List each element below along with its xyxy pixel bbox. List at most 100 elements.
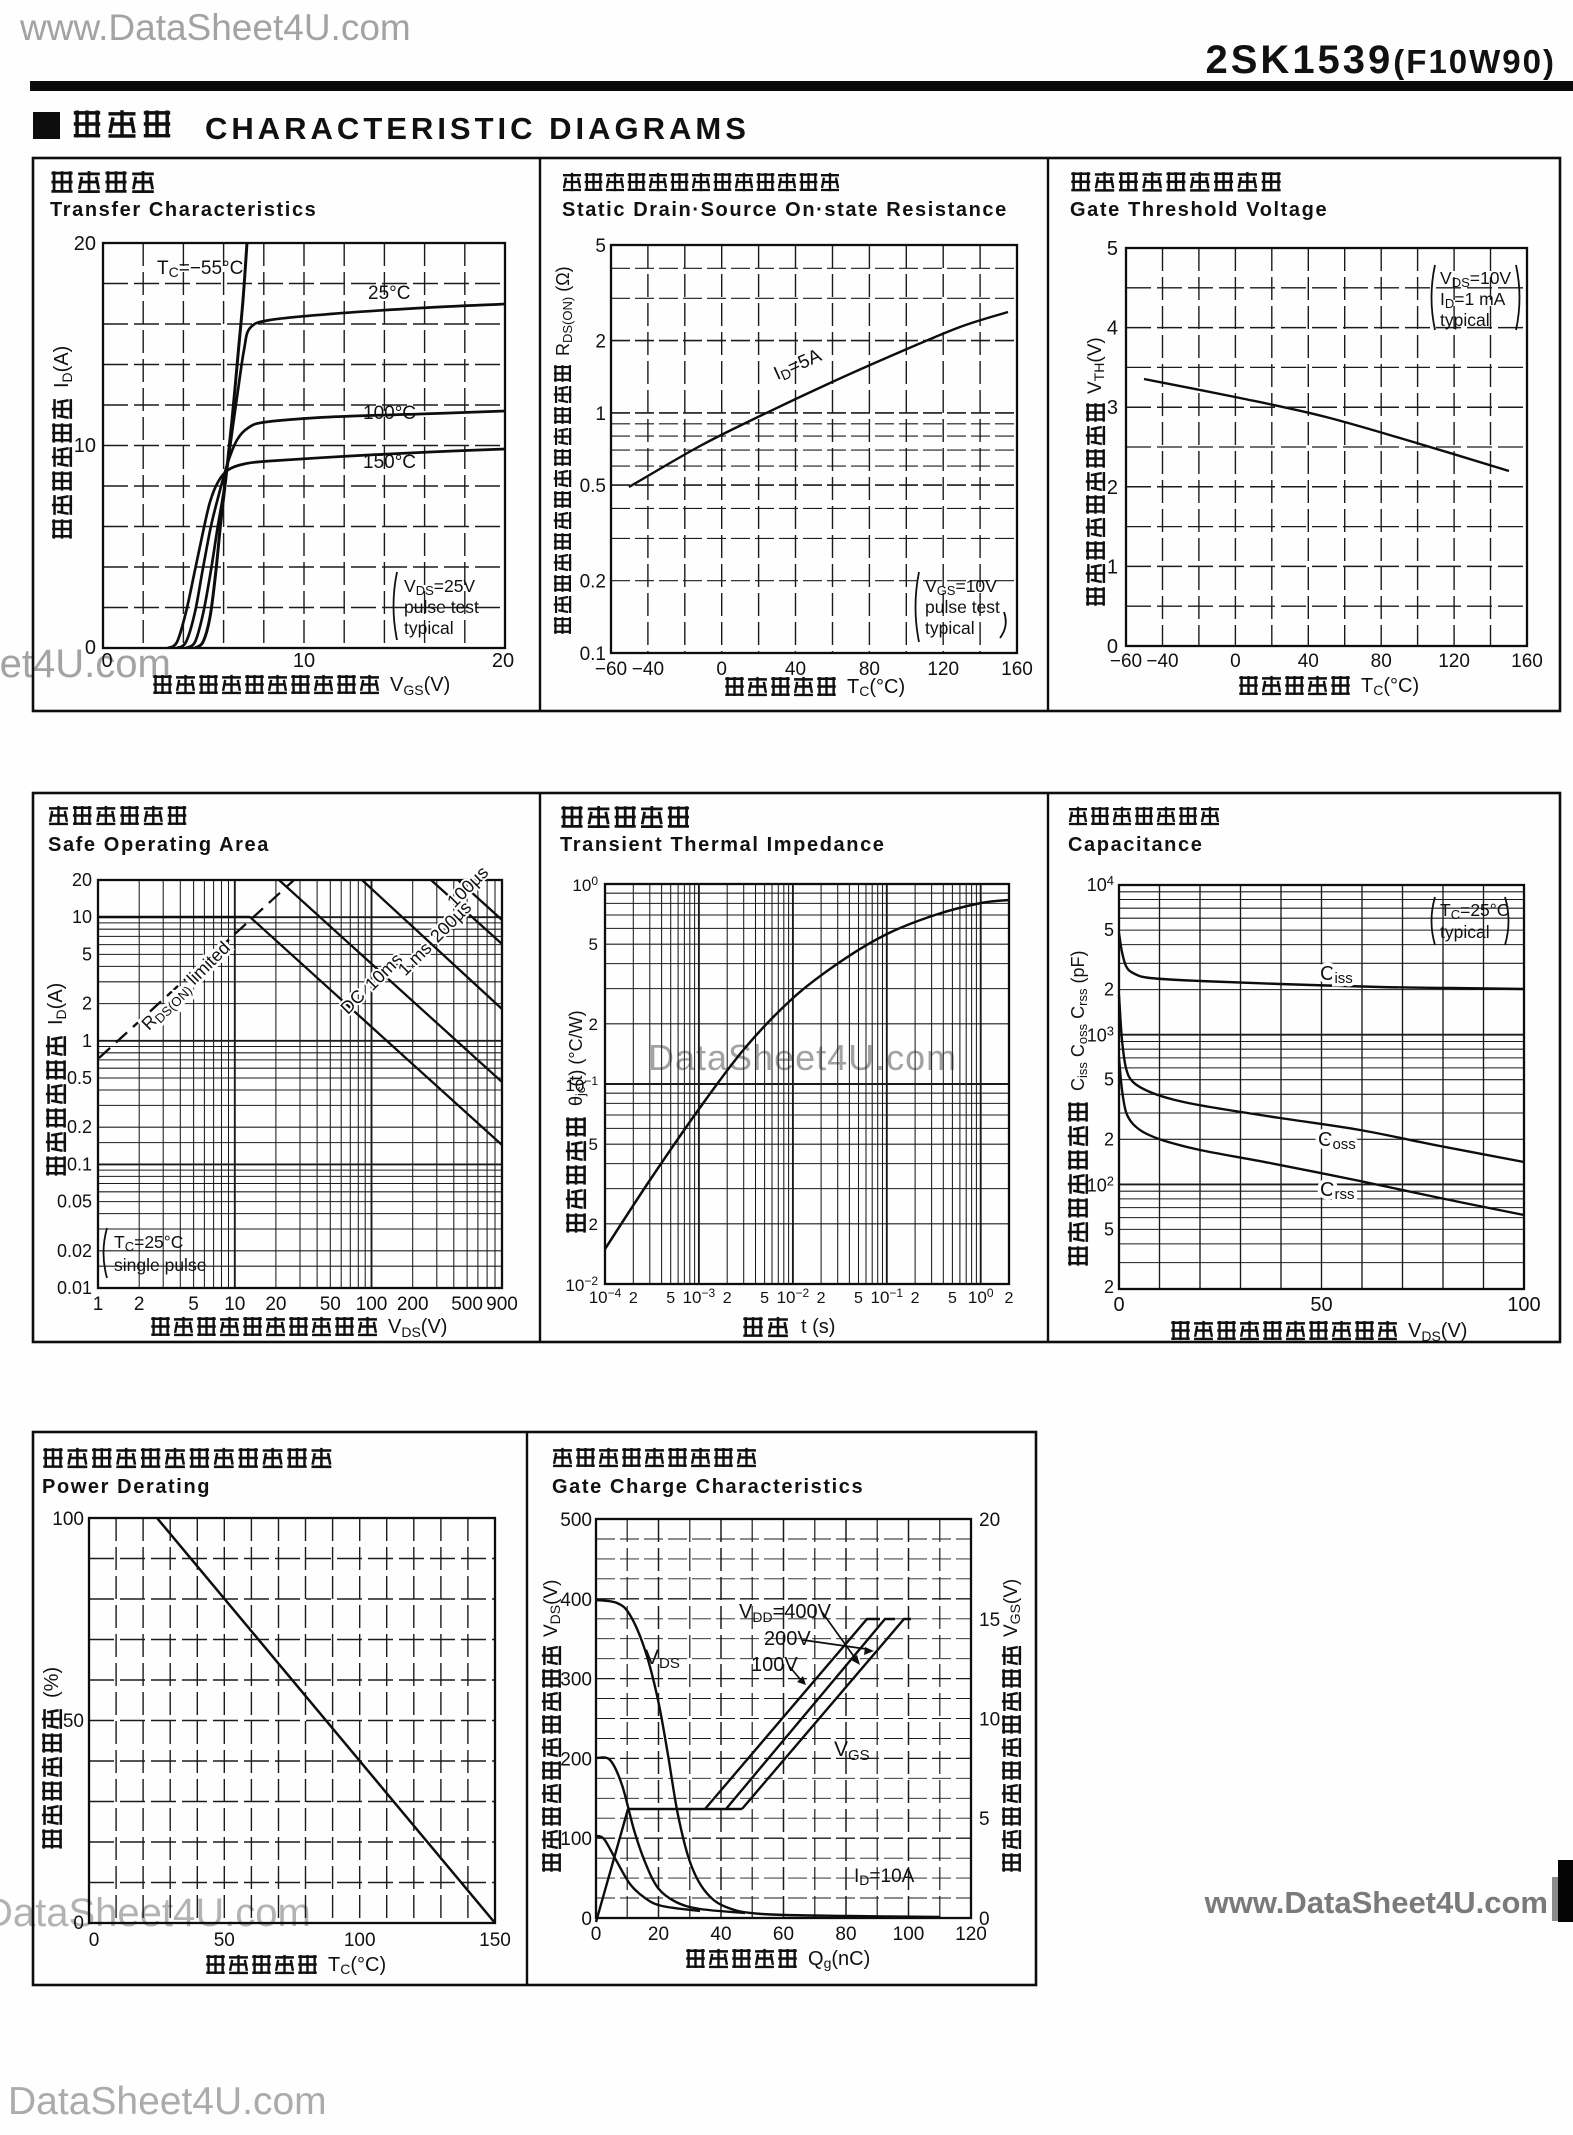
svg-text:ID=1 mA: ID=1 mA [1440,289,1506,311]
svg-text:80: 80 [859,659,880,680]
svg-text:−60: −60 [1110,651,1142,672]
svg-text:300: 300 [560,1670,592,1691]
svg-text:25°C: 25°C [368,283,410,304]
svg-text:5: 5 [589,1135,598,1154]
svg-text:0.02: 0.02 [57,1241,92,1261]
svg-text:900: 900 [486,1294,518,1315]
svg-text:400: 400 [560,1590,592,1611]
svg-text:5: 5 [1107,238,1118,260]
svg-text:160: 160 [1001,659,1033,680]
svg-text:40: 40 [785,659,806,680]
svg-text:4: 4 [1107,318,1118,340]
svg-text:40: 40 [1298,651,1319,672]
svg-text:0.05: 0.05 [57,1192,92,1212]
svg-text:CHARACTERISTIC DIAGRAMS: CHARACTERISTIC DIAGRAMS [205,111,750,146]
svg-text:typical: typical [1440,310,1490,330]
svg-text:2: 2 [1104,1277,1114,1297]
svg-text:VDS=25V: VDS=25V [404,576,475,598]
svg-text:TC(°C): TC(°C) [328,1954,386,1977]
svg-text:(%): (%) [41,1667,63,1698]
svg-text:−60: −60 [595,659,627,680]
svg-text:10: 10 [72,907,92,927]
svg-text:2: 2 [82,994,92,1014]
svg-text:0: 0 [591,1924,602,1945]
svg-text:100: 100 [1507,1294,1540,1316]
svg-text:pulse test: pulse test [925,597,1000,617]
svg-text:1: 1 [93,1294,104,1315]
svg-text:Qg(nC): Qg(nC) [808,1948,870,1971]
svg-text:50: 50 [1310,1294,1332,1316]
svg-text:0: 0 [1107,636,1118,658]
svg-text:typical: typical [925,618,975,638]
svg-text:Transfer Characteristics: Transfer Characteristics [50,199,317,221]
svg-text:20: 20 [492,650,514,672]
svg-text:VDS=10V: VDS=10V [1440,268,1511,290]
svg-text:20: 20 [72,870,92,890]
svg-text:200: 200 [397,1294,429,1315]
svg-text:t (s): t (s) [801,1316,835,1338]
svg-text:1: 1 [1107,556,1118,578]
svg-text:Transient Thermal Impedance: Transient Thermal Impedance [560,834,886,856]
svg-text:160: 160 [1511,651,1543,672]
svg-text:20: 20 [979,1510,1000,1531]
svg-text:5: 5 [1104,1070,1114,1090]
svg-text:−40: −40 [632,659,664,680]
svg-text:TC(°C): TC(°C) [1361,675,1419,698]
svg-text:0: 0 [716,659,727,680]
svg-text:10: 10 [74,435,96,457]
svg-text:0.5: 0.5 [67,1068,92,1088]
svg-text:1: 1 [82,1031,92,1051]
svg-text:0: 0 [85,637,96,659]
svg-text:500: 500 [560,1510,592,1531]
svg-text:0: 0 [73,1913,84,1934]
svg-text:TC=−55°C: TC=−55°C [157,258,243,280]
svg-text:2: 2 [1104,980,1114,1000]
svg-text:100: 100 [893,1924,925,1945]
svg-text:80: 80 [1371,651,1392,672]
svg-text:Static Drain·Source On·state R: Static Drain·Source On·state Resistance [562,199,1008,221]
svg-text:0.1: 0.1 [67,1154,92,1174]
svg-text:VGS=10V: VGS=10V [925,576,997,598]
svg-text:2: 2 [911,1290,920,1307]
svg-text:100: 100 [356,1294,388,1315]
svg-text:100: 100 [560,1829,592,1850]
svg-text:150: 150 [479,1930,511,1951]
svg-text:VGS(V): VGS(V) [1001,1579,1023,1637]
svg-text:Ciss Coss Crss (pF): Ciss Coss Crss (pF) [1068,951,1090,1091]
svg-text:pulse test: pulse test [404,597,479,617]
svg-text:2: 2 [723,1290,732,1307]
svg-text:DataSheet4U.com: DataSheet4U.com [0,642,171,686]
svg-text:100°C: 100°C [363,403,416,424]
svg-text:−40: −40 [1146,651,1178,672]
svg-text:Capacitance: Capacitance [1068,834,1203,856]
svg-text:single pulse: single pulse [114,1255,206,1275]
svg-text:DataSheet4U.com: DataSheet4U.com [0,1891,311,1935]
svg-text:typical: typical [404,618,454,638]
svg-text:100V: 100V [751,1654,798,1676]
svg-text:ID(A): ID(A) [45,983,69,1025]
svg-text:50: 50 [63,1711,84,1732]
svg-text:2: 2 [1104,1129,1114,1149]
svg-text:Gate Charge Characteristics: Gate Charge Characteristics [552,1476,864,1498]
svg-text:120: 120 [927,659,959,680]
svg-text:15: 15 [979,1610,1000,1631]
svg-text:1: 1 [595,404,606,425]
svg-text:www.DataSheet4U.com: www.DataSheet4U.com [19,7,411,48]
svg-text:120: 120 [955,1924,987,1945]
svg-text:Safe Operating Area: Safe Operating Area [48,834,270,856]
svg-text:5: 5 [595,236,606,257]
svg-text:500: 500 [451,1294,483,1315]
svg-text:2: 2 [589,1215,598,1234]
svg-text:TC(°C): TC(°C) [847,676,905,699]
svg-text:5: 5 [1104,920,1114,940]
svg-text:5: 5 [760,1290,769,1307]
svg-text:0.01: 0.01 [57,1278,92,1298]
svg-text:2SK1539(F10W90): 2SK1539(F10W90) [1206,38,1557,82]
svg-text:50: 50 [320,1294,341,1315]
svg-text:ID=10A: ID=10A [854,1866,915,1888]
svg-text:Power Derating: Power Derating [42,1476,211,1498]
svg-text:2: 2 [589,1015,598,1034]
svg-text:typical: typical [1440,922,1490,942]
svg-text:0.2: 0.2 [67,1117,92,1137]
svg-text:0: 0 [101,650,112,672]
